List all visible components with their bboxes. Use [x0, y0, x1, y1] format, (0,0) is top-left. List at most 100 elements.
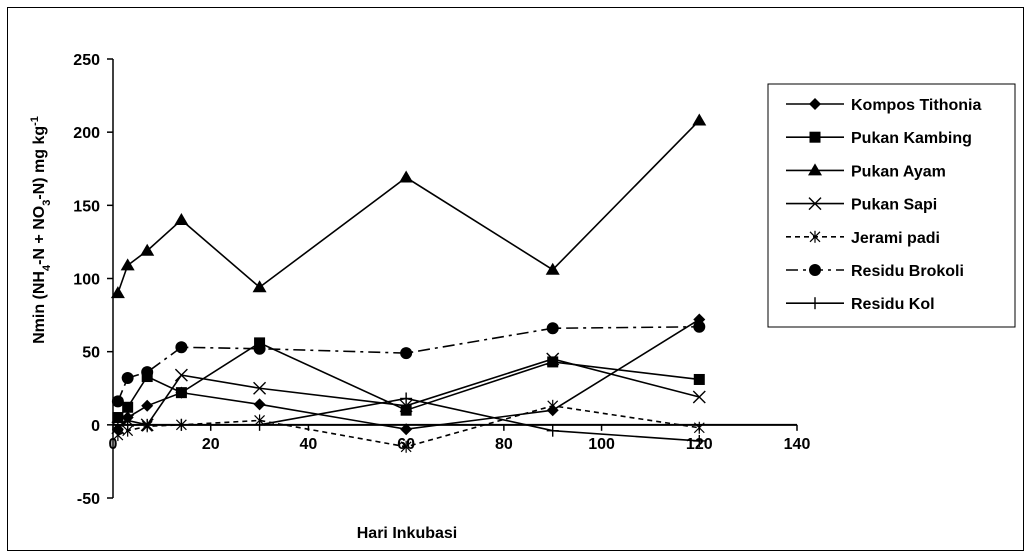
y-axis-title-text: -N + NO	[31, 206, 48, 265]
legend-marker	[809, 98, 821, 110]
legend-label: Pukan Sapi	[851, 197, 937, 214]
data-point	[111, 395, 124, 408]
marker-stroke	[692, 390, 706, 404]
marker-stroke	[253, 381, 267, 395]
y-tick-label: 50	[82, 345, 100, 362]
x-tick-label: 0	[109, 436, 118, 453]
legend-label: Kompos Tithonia	[851, 97, 981, 114]
data-point	[252, 280, 267, 293]
legend-item: Kompos Tithonia	[786, 97, 981, 114]
marker-stroke	[174, 368, 188, 382]
y-tick-label: 100	[73, 272, 100, 289]
x-tick-label: 20	[202, 436, 220, 453]
marker-stroke	[399, 399, 413, 413]
data-point	[122, 401, 134, 413]
data-point	[692, 390, 706, 404]
legend-marker	[809, 297, 821, 310]
data-point	[400, 404, 412, 416]
data-point	[546, 424, 559, 437]
legend-marker	[809, 230, 821, 243]
data-point	[693, 320, 706, 333]
marker-stroke	[808, 197, 822, 211]
data-point	[399, 399, 413, 413]
y-axis-title-text: Nmin (NH	[31, 271, 48, 344]
marker-stroke	[546, 352, 560, 366]
data-point	[112, 412, 124, 424]
y-tick-label: 250	[73, 52, 100, 69]
legend-label: Jerami padi	[851, 230, 940, 247]
legend-box	[767, 83, 1016, 328]
y-axis-title-text: -N) mg kg	[31, 126, 48, 200]
legend-label: Pukan Ayam	[851, 163, 946, 180]
data-point	[692, 113, 707, 126]
legend-item: Pukan Sapi	[786, 197, 937, 214]
legend-marker	[808, 163, 822, 176]
data-point	[400, 347, 413, 360]
series-residu-kol	[111, 392, 706, 447]
data-point	[141, 418, 154, 431]
data-point	[141, 399, 154, 412]
series-line	[117, 119, 700, 294]
y-tick-label: 150	[73, 198, 100, 215]
data-point	[546, 322, 559, 335]
data-point	[400, 423, 413, 436]
data-point	[174, 212, 189, 225]
y-axis-title-superscript: -1	[29, 116, 41, 126]
y-tick-label: 0	[91, 418, 100, 435]
data-point	[253, 398, 266, 411]
series-line	[117, 325, 700, 402]
data-point	[121, 372, 134, 385]
legend-label: Residu Brokoli	[851, 263, 964, 280]
x-tick-label: 40	[300, 436, 318, 453]
data-point	[399, 170, 414, 183]
data-point	[693, 434, 706, 447]
series-line	[117, 358, 700, 429]
data-point	[547, 356, 559, 368]
x-tick-label: 80	[495, 436, 513, 453]
legend-item: Jerami padi	[786, 230, 940, 247]
data-point	[253, 342, 266, 355]
legend-item: Pukan Kambing	[786, 130, 972, 147]
series-pukan-sapi	[111, 352, 706, 435]
legend: Kompos Tithonia Pukan Kambing Pukan Ayam Pu…	[767, 83, 1016, 328]
legend-marker	[808, 197, 822, 211]
data-point	[546, 352, 560, 366]
y-axis-title-subscript: 4	[41, 264, 53, 271]
legend-marker	[809, 264, 821, 276]
data-point	[110, 286, 125, 299]
data-point	[400, 440, 412, 453]
data-point	[253, 381, 267, 395]
data-point	[547, 399, 559, 412]
data-point	[253, 418, 266, 431]
data-point	[175, 341, 188, 354]
data-point	[693, 421, 705, 434]
data-point	[693, 373, 705, 385]
y-tick-label: 200	[73, 125, 100, 142]
series-residu-brokoli	[111, 320, 706, 408]
data-point	[121, 418, 134, 431]
y-tick-label: -50	[77, 491, 100, 508]
data-point	[545, 262, 560, 275]
y-axis-title-subscript: 3	[41, 200, 53, 206]
data-point	[112, 429, 124, 442]
series-kompos-tithonia	[111, 313, 706, 436]
legend-item: Residu Kol	[786, 296, 935, 313]
chart-frame	[7, 7, 1024, 551]
data-point	[174, 368, 188, 382]
legend-label: Residu Kol	[851, 296, 935, 313]
x-axis-title: Hari Inkubasi	[357, 525, 457, 542]
x-tick-label: 100	[588, 436, 615, 453]
legend-item: Residu Brokoli	[786, 263, 964, 280]
x-tick-label: 140	[784, 436, 811, 453]
data-point	[141, 366, 154, 379]
data-point	[121, 411, 134, 424]
legend-label: Pukan Kambing	[851, 130, 972, 147]
data-point	[140, 243, 155, 256]
legend-item: Pukan Ayam	[786, 163, 946, 180]
data-point	[175, 387, 187, 399]
y-axis-title: Nmin (NH4-N + NO3-N) mg kg-1	[29, 116, 53, 344]
data-point	[175, 418, 188, 431]
series-pukan-ayam	[110, 113, 707, 299]
data-point	[120, 258, 135, 271]
